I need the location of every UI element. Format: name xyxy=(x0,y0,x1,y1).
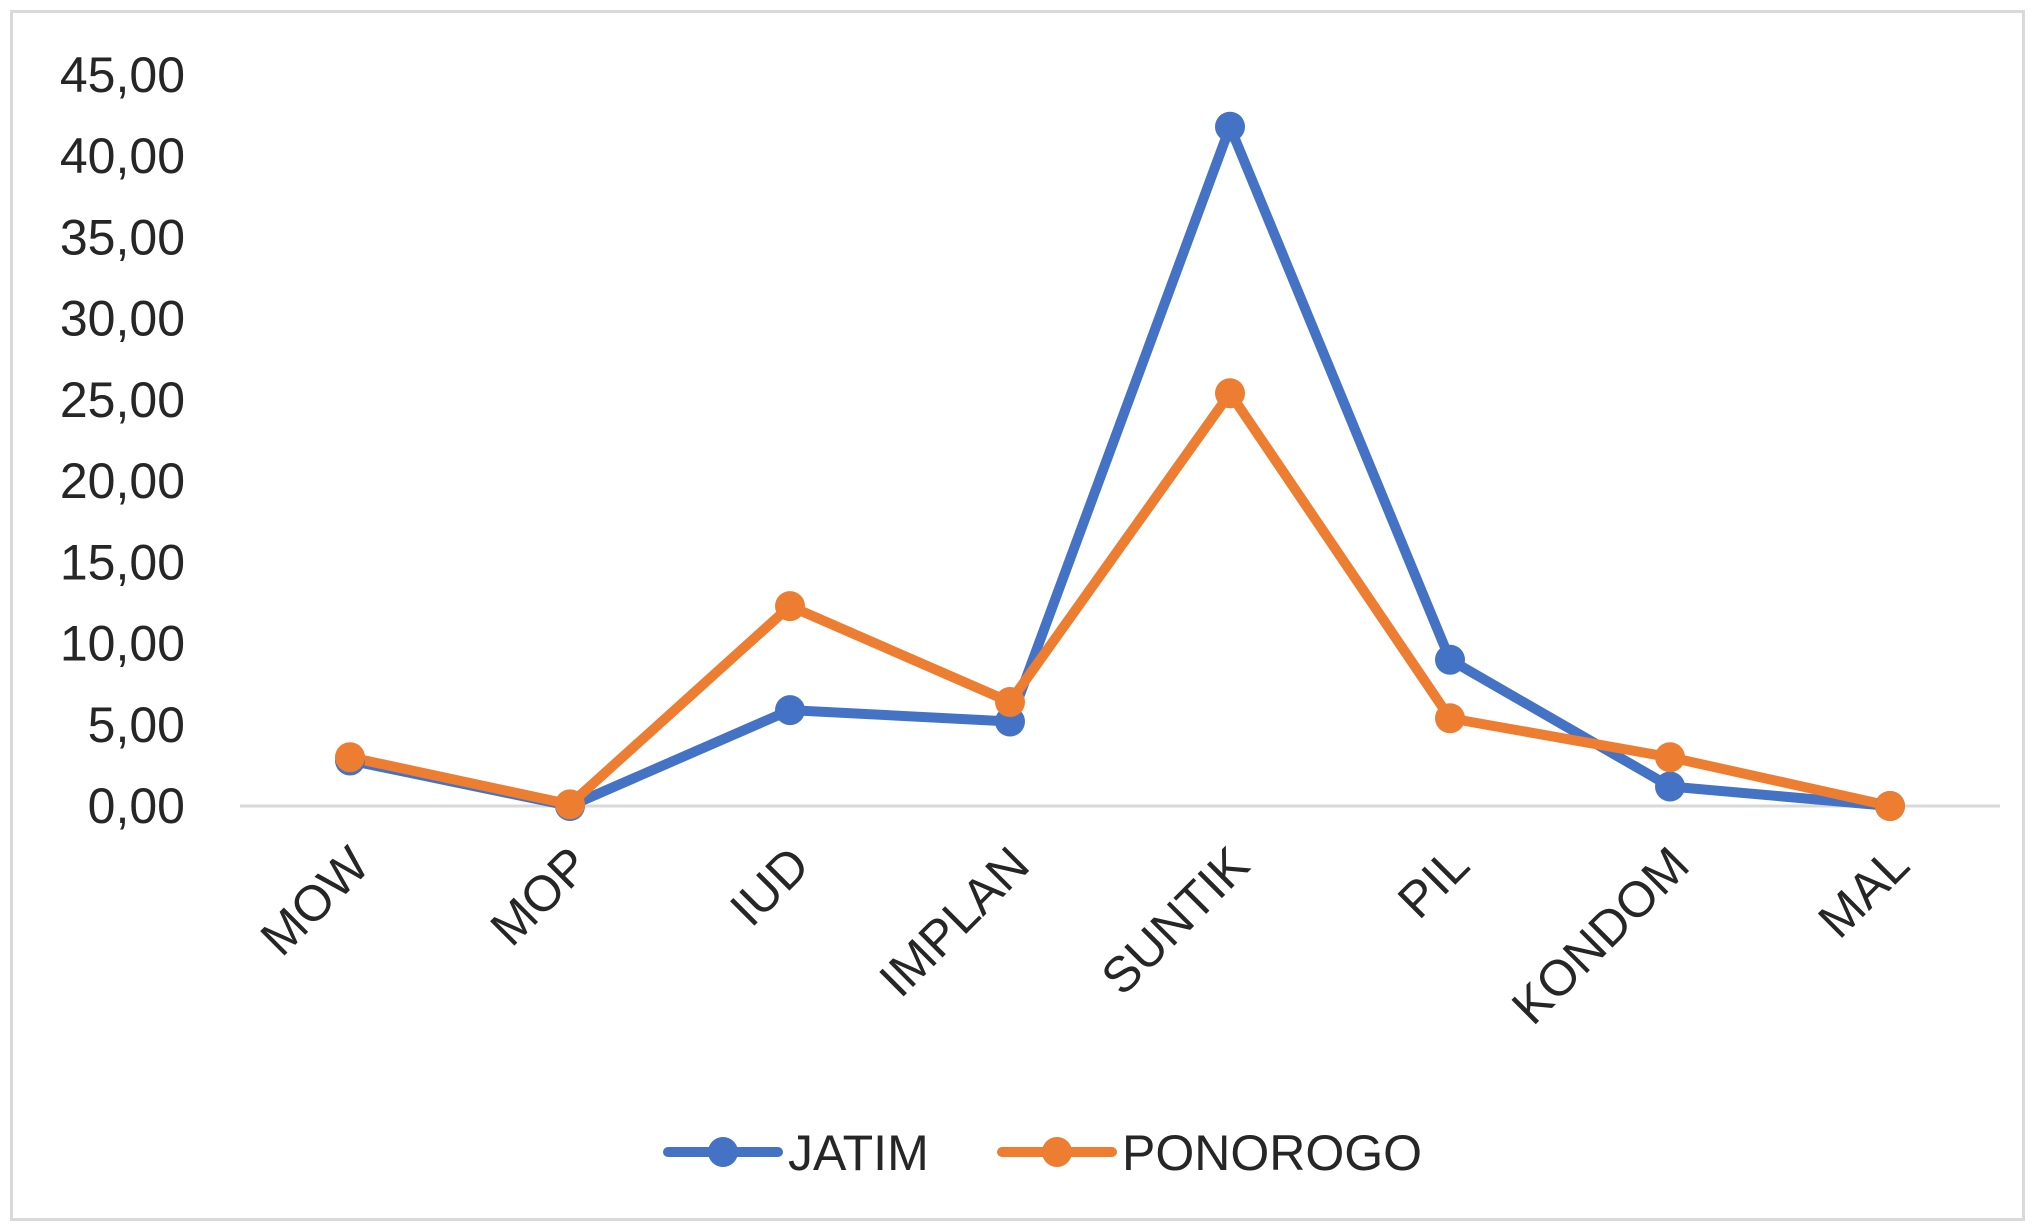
data-point-jatim xyxy=(1215,111,1245,142)
x-tick-label: SUNTIK xyxy=(1091,836,1260,1005)
series-line-ponorogo xyxy=(345,388,1895,811)
x-tick-label: IUD xyxy=(719,836,819,936)
y-axis-tick-labels: 0,00 5,00 10,00 15,00 20,00 25,00 30,00 35,00 40… xyxy=(60,47,185,834)
data-point-ponorogo xyxy=(1655,742,1685,773)
y-tick-label: 40,00 xyxy=(60,128,185,184)
legend-marker-swatch xyxy=(1042,1137,1072,1167)
legend-item: PONOROGO xyxy=(997,1125,1422,1181)
legend-label: JATIM xyxy=(788,1125,929,1181)
y-tick-label: 5,00 xyxy=(88,697,185,753)
legend-marker-swatch xyxy=(708,1137,738,1167)
data-point-ponorogo xyxy=(555,789,585,820)
y-tick-label: 45,00 xyxy=(60,47,185,103)
data-point-ponorogo xyxy=(1215,378,1245,409)
legend: JATIM PONOROGO xyxy=(663,1125,1422,1181)
data-point-ponorogo xyxy=(1875,791,1905,821)
legend-item: JATIM xyxy=(663,1125,929,1181)
x-tick-label: IMPLAN xyxy=(869,836,1040,1007)
x-axis-tick-labels: MOW MOP IUD IMPLAN SUNTIK PIL KONDOM MAL xyxy=(250,836,1920,1035)
data-point-ponorogo xyxy=(335,742,365,773)
data-point-jatim xyxy=(775,695,805,726)
y-tick-label: 0,00 xyxy=(88,778,185,834)
x-tick-label: MAL xyxy=(1807,836,1919,948)
data-point-jatim xyxy=(1655,771,1685,802)
y-tick-label: 30,00 xyxy=(60,291,185,347)
y-tick-label: 20,00 xyxy=(60,453,185,509)
data-point-ponorogo xyxy=(775,591,805,622)
y-tick-label: 15,00 xyxy=(60,534,185,590)
series-lines xyxy=(345,121,1895,811)
series-points xyxy=(335,111,1905,821)
chart-frame xyxy=(10,10,2025,1221)
series-line-jatim xyxy=(345,121,1895,811)
x-tick-label: MOP xyxy=(480,836,600,956)
x-tick-label: PIL xyxy=(1387,836,1480,929)
x-tick-label: KONDOM xyxy=(1501,836,1700,1035)
y-tick-label: 35,00 xyxy=(60,209,185,265)
legend-label: PONOROGO xyxy=(1122,1125,1422,1181)
data-point-jatim xyxy=(1435,644,1465,675)
data-point-ponorogo xyxy=(1435,703,1465,734)
y-tick-label: 25,00 xyxy=(60,372,185,428)
y-tick-label: 10,00 xyxy=(60,616,185,672)
x-tick-label: MOW xyxy=(250,836,380,966)
data-point-ponorogo xyxy=(995,687,1025,717)
